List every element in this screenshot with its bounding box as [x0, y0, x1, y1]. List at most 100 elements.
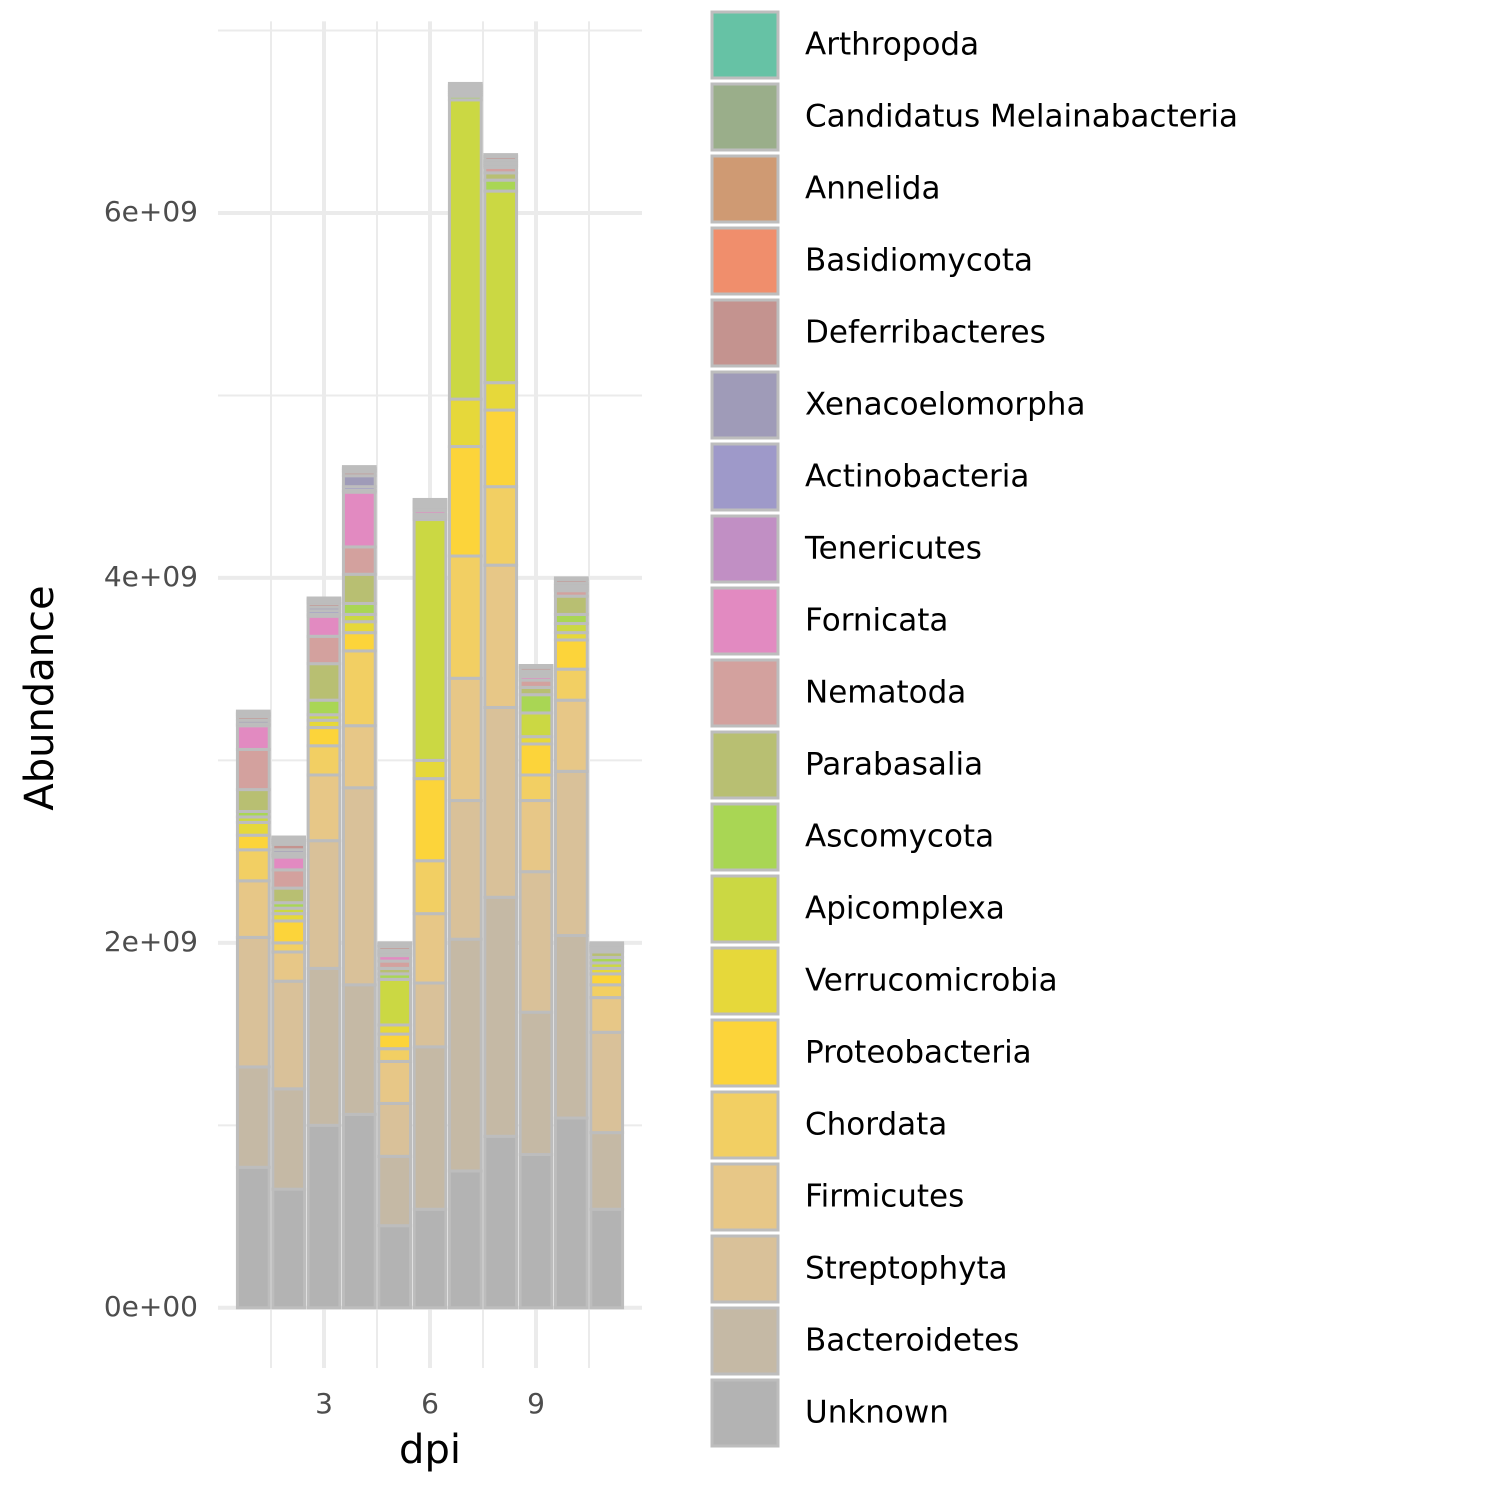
legend-key	[710, 370, 780, 440]
bar-segment	[377, 1154, 413, 1228]
x-tick-label: 3	[315, 1387, 333, 1420]
legend-label: Xenacoelomorpha	[805, 387, 1085, 423]
legend-label: Chordata	[805, 1107, 947, 1143]
bar-segment	[447, 1169, 483, 1310]
legend-label: Proteobacteria	[805, 1035, 1032, 1071]
bar-segment	[412, 497, 448, 503]
legend-label: Parabasalia	[805, 747, 983, 783]
bar-segment	[412, 777, 448, 863]
bar-segment	[412, 912, 448, 985]
bar-segment	[412, 758, 448, 781]
bar-segment	[553, 576, 589, 582]
bar-segment	[306, 773, 342, 843]
bar-segment	[553, 638, 589, 671]
bar-segment	[518, 664, 554, 669]
bar-segment	[235, 879, 271, 939]
legend-label: Apicomplexa	[805, 891, 1005, 927]
bar-segment	[518, 711, 554, 739]
bar-segment	[377, 1059, 413, 1105]
bar-segment	[271, 950, 307, 983]
bar-segment	[235, 724, 271, 751]
legend-key	[710, 586, 780, 656]
bar-segment	[271, 868, 307, 890]
bar-segment	[589, 1207, 625, 1310]
bar-segment	[341, 724, 377, 790]
bar-segment	[483, 563, 519, 709]
legend-label: Verrucomicrobia	[805, 963, 1058, 999]
legend-key	[710, 874, 780, 944]
bar-segment	[447, 799, 483, 941]
bar-segment	[447, 937, 483, 1173]
legend-key	[710, 730, 780, 800]
bar-segment	[518, 693, 554, 715]
legend-key	[710, 1018, 780, 1088]
bar-segment	[341, 465, 377, 470]
bar-segment	[306, 634, 342, 666]
legend-key	[710, 802, 780, 872]
bar-segment	[306, 744, 342, 777]
legend-label: Bacteroidetes	[805, 1323, 1019, 1359]
bar-segment	[377, 1224, 413, 1310]
legend-key	[710, 514, 780, 584]
bar-segment	[271, 919, 307, 945]
legend-label: Nematoda	[805, 675, 966, 711]
bar-segment	[306, 839, 342, 970]
bar-segment	[235, 747, 271, 792]
legend-key	[710, 442, 780, 512]
bar-segment	[306, 1123, 342, 1310]
bar-segment	[483, 189, 519, 385]
bar-segment	[553, 1116, 589, 1310]
legend-label: Fornicata	[805, 603, 948, 639]
bar-segment	[483, 1134, 519, 1310]
bar-segment	[271, 835, 307, 841]
legend-key	[710, 226, 780, 296]
legend-label: Candidatus Melainabacteria	[805, 99, 1238, 135]
bar-segment	[483, 381, 519, 412]
bar-segment	[235, 788, 271, 813]
bar-segment	[518, 1010, 554, 1157]
legend-label: Annelida	[805, 171, 940, 207]
legend-key	[710, 1162, 780, 1232]
bar-segment	[412, 981, 448, 1049]
y-tick-label: 0e+00	[104, 1290, 198, 1323]
bar-segment	[518, 773, 554, 803]
bar-segment	[271, 855, 307, 872]
bar-segment	[235, 848, 271, 883]
y-tick-label: 2e+09	[104, 925, 198, 958]
bar-segment	[412, 1045, 448, 1211]
legend-label: Deferribacteres	[805, 315, 1046, 351]
legend-label: Streptophyta	[805, 1251, 1008, 1287]
bar-segment	[235, 833, 271, 852]
legend-key	[710, 658, 780, 728]
legend-label: Firmicutes	[805, 1179, 964, 1215]
x-axis-title: dpi	[399, 1427, 461, 1473]
bar-segment	[447, 81, 483, 87]
bar-segment	[306, 662, 342, 702]
y-tick-label: 4e+09	[104, 560, 198, 593]
bar-segment	[271, 1087, 307, 1191]
legend-label: Basidiomycota	[805, 243, 1033, 279]
bar-segment	[412, 518, 448, 762]
legend-key	[710, 1234, 780, 1304]
y-axis-title: Abundance	[17, 585, 63, 810]
bar-segment	[377, 977, 413, 1027]
bar-segment	[235, 1065, 271, 1169]
bar-segment	[589, 1131, 625, 1211]
bar-segment	[377, 1032, 413, 1051]
bar-segment	[341, 620, 377, 635]
legend-label: Ascomycota	[805, 819, 994, 855]
legend-label: Unknown	[805, 1395, 949, 1431]
bar-segment	[483, 705, 519, 899]
bar-segment	[518, 1153, 554, 1310]
bar-segment	[483, 485, 519, 567]
bar-segment	[589, 983, 625, 1000]
legend-key	[710, 154, 780, 224]
bar-segment	[235, 709, 271, 715]
bar-segment	[412, 1207, 448, 1310]
legend-key	[710, 10, 780, 80]
bar-segment	[341, 786, 377, 987]
bar-segment	[235, 820, 271, 837]
legend-key	[710, 82, 780, 152]
bar-segment	[235, 935, 271, 1069]
